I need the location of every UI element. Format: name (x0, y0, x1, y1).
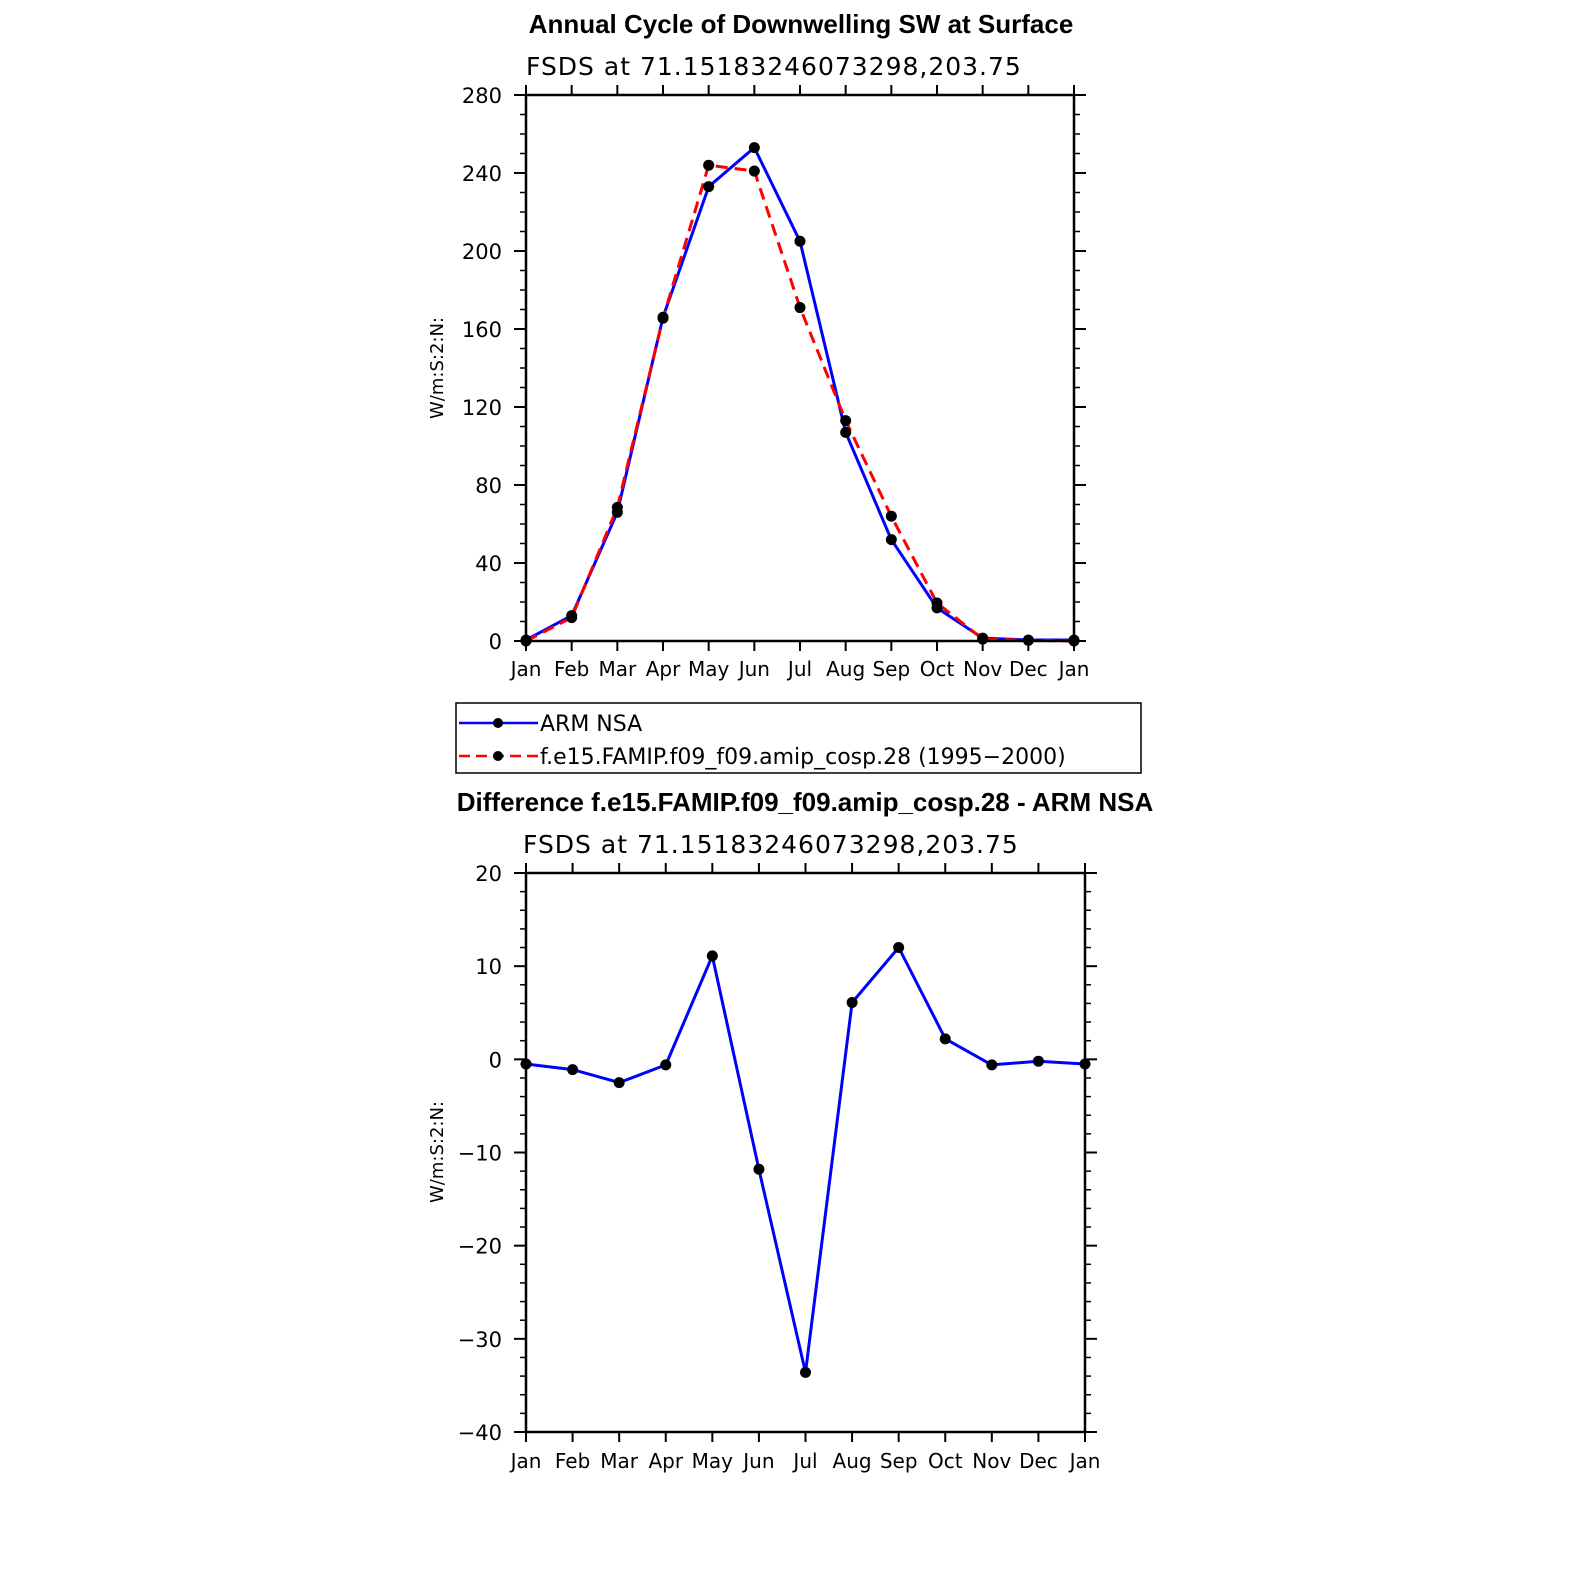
series-line (525, 146, 1074, 642)
y-tick-label: 0 (489, 1048, 502, 1072)
x-tick-label: Sep (880, 1449, 918, 1473)
y-tick-label: 240 (462, 162, 502, 186)
y-tick-label: −10 (458, 1142, 502, 1166)
chart-subtitle: FSDS at 71.15183246073298,203.75 (523, 830, 1019, 859)
y-tick-label: 160 (462, 318, 502, 342)
y-tick-label: −20 (458, 1235, 502, 1259)
data-point (794, 235, 806, 247)
x-tick-label: May (692, 1449, 734, 1473)
series-layer (520, 942, 1091, 1378)
data-point (613, 1077, 625, 1089)
x-tick-label: Jun (737, 657, 770, 681)
x-tick-label: Dec (1019, 1449, 1058, 1473)
data-point (748, 165, 760, 177)
x-tick-label: Jan (1068, 1449, 1101, 1473)
chart-subtitle: FSDS at 71.15183246073298,203.75 (526, 52, 1022, 81)
data-point (703, 159, 715, 171)
y-tick-label: −30 (458, 1328, 502, 1352)
y-tick-label: 80 (475, 474, 502, 498)
data-point (566, 612, 578, 624)
data-point (939, 1033, 951, 1045)
y-tick-label: 200 (462, 240, 502, 264)
data-point (753, 1163, 765, 1175)
data-point (885, 534, 897, 546)
x-tick-label: Jul (791, 1449, 817, 1473)
y-tick-label: 40 (475, 552, 502, 576)
x-tick-label: Nov (963, 657, 1002, 681)
chart-title: Annual Cycle of Downwelling SW at Surfac… (529, 9, 1074, 39)
legend-box (455, 702, 1142, 774)
data-point (611, 501, 623, 513)
chart-title: Difference f.e15.FAMIP.f09_f09.amip_cosp… (457, 787, 1154, 817)
data-point (800, 1366, 811, 1378)
y-tick-label: −40 (458, 1421, 502, 1445)
data-point (703, 181, 715, 193)
x-tick-label: Feb (554, 657, 589, 681)
x-tick-label: Apr (648, 1449, 683, 1473)
y-tick-label: 10 (475, 955, 502, 979)
x-tick-label: Nov (972, 1449, 1011, 1473)
series-line (525, 946, 1086, 1374)
x-tick-label: Jul (786, 657, 812, 681)
axes: Jan Feb Mar Apr May Jun Jul Aug Sep Oct Nov Dec Jan 0… (462, 84, 1090, 681)
legend-label-arm-nsa: ARM NSA (540, 712, 642, 737)
data-point (567, 1064, 579, 1076)
x-tick-label: Jan (509, 1449, 542, 1473)
x-tick-label: Dec (1009, 657, 1048, 681)
x-tick-label: Feb (555, 1449, 590, 1473)
legend-marker-model (493, 751, 503, 761)
series-layer (520, 142, 1080, 647)
legend-label-model: f.e15.FAMIP.f09_f09.amip_cosp.28 (1995−2… (540, 745, 1066, 770)
data-point (986, 1059, 998, 1071)
data-point (885, 510, 897, 522)
data-point (893, 942, 905, 954)
x-tick-label: Mar (600, 1449, 639, 1473)
y-tick-label: 20 (475, 862, 502, 886)
y-tick-label: 120 (462, 396, 502, 420)
y-axis-label: W/m:S:2:N: (427, 1101, 448, 1203)
x-tick-label: May (688, 657, 730, 681)
data-point (977, 633, 989, 645)
plot-frame (524, 93, 1076, 643)
y-axis-label: W/m:S:2:N: (427, 317, 448, 419)
legend: ARM NSA f.e15.FAMIP.f09_f09.amip_cosp.28… (455, 702, 1142, 774)
data-point (748, 142, 760, 154)
annual-cycle-chart: Annual Cycle of Downwelling SW at Surfac… (427, 9, 1089, 681)
data-point (1032, 1055, 1044, 1067)
difference-chart: Difference f.e15.FAMIP.f09_f09.amip_cosp… (427, 787, 1153, 1473)
data-point (931, 597, 943, 609)
data-point (794, 302, 806, 314)
x-tick-label: Jun (741, 1449, 774, 1473)
x-tick-label: Oct (920, 657, 955, 681)
plot-frame (524, 871, 1087, 1434)
x-tick-label: Sep (872, 657, 910, 681)
x-tick-label: Apr (646, 657, 681, 681)
y-tick-label: 0 (489, 630, 502, 654)
data-point (706, 950, 718, 962)
x-tick-label: Aug (833, 1449, 872, 1473)
x-tick-label: Oct (928, 1449, 963, 1473)
data-point (840, 426, 852, 438)
data-point (846, 997, 858, 1009)
y-tick-label: 280 (462, 84, 502, 108)
data-point (660, 1059, 672, 1071)
axes: Jan Feb Mar Apr May Jun Jul Aug Sep Oct Nov Dec Jan−… (458, 862, 1101, 1473)
data-point (657, 312, 669, 324)
x-tick-label: Mar (598, 657, 637, 681)
x-tick-label: Jan (509, 657, 542, 681)
data-point (840, 415, 852, 427)
legend-marker-arm-nsa (493, 718, 503, 728)
x-tick-label: Aug (826, 657, 865, 681)
x-tick-label: Jan (1057, 657, 1090, 681)
